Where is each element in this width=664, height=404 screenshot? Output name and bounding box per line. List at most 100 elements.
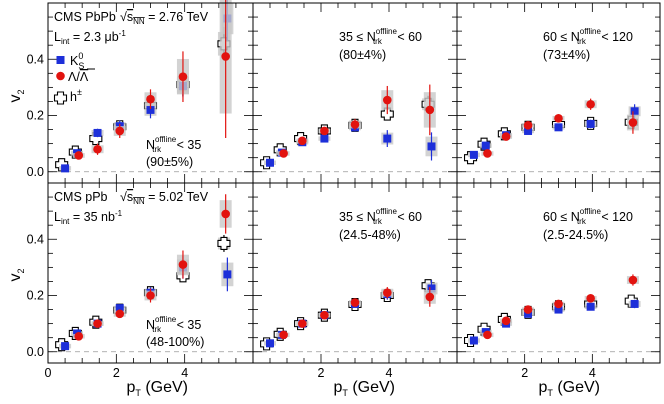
k0s-point — [427, 284, 436, 293]
k0s-point — [61, 342, 70, 351]
lambda-point — [93, 144, 102, 154]
x-tick-label: 0 — [45, 366, 52, 380]
system-label: CMS PbPb — [54, 10, 116, 24]
k0s-point — [146, 105, 155, 114]
k0s-point — [266, 158, 274, 167]
lambda-point — [350, 298, 360, 307]
svg-text:v2: v2 — [7, 89, 26, 102]
ntrk-label: Noffline trk < 35 — [146, 135, 201, 154]
x-axis-title-middle: pT (GeV) — [333, 379, 395, 398]
panel-0-0: 0.0 0.2 0.4 CMS PbPb √sNN = 2.76 TeV Lint = … — [27, 0, 254, 184]
svg-text:v2: v2 — [7, 268, 26, 281]
y-tick-label: 0.2 — [27, 109, 44, 123]
k0s-point — [586, 119, 595, 128]
x-tick-label: 2 — [521, 366, 528, 380]
hadron-point — [380, 107, 394, 121]
lambda-point — [115, 309, 125, 319]
lambda-point — [74, 151, 84, 160]
k0s-point — [630, 299, 639, 308]
x-tick-label: 4 — [181, 366, 188, 380]
lambda-point — [298, 136, 307, 146]
legend-entry-lambda: Λ/Λ — [56, 68, 95, 84]
lambda-point — [178, 260, 188, 269]
k0s-point — [554, 305, 563, 314]
lambda-point — [146, 94, 155, 104]
lambda-point — [628, 275, 638, 285]
y-tick-label: 0.0 — [27, 345, 44, 359]
legend-entry-k0s: KS0 — [56, 51, 84, 71]
lumi-label: Lint = 2.3 μb-1 — [54, 29, 126, 46]
centrality-label: (73±4%) — [543, 48, 590, 62]
k0s-point — [481, 141, 490, 150]
lambda-point — [115, 126, 125, 136]
lambda-point — [628, 118, 638, 127]
k0s-point — [320, 134, 329, 143]
lambda-point — [501, 132, 511, 141]
ntrk-label: 35 ≤ Noffline trk < 60 — [339, 27, 422, 46]
y-axis-title-top: v2 — [7, 89, 26, 102]
lambda-point — [279, 330, 288, 340]
x-tick-label: 2 — [318, 366, 325, 380]
lambda-point — [425, 105, 435, 115]
legend: KS0 Λ/Λ h± — [53, 51, 95, 105]
lambda-point — [146, 291, 155, 300]
k0s-point — [223, 270, 232, 279]
lambda-point — [74, 331, 84, 341]
x-tick-label: 4 — [589, 366, 596, 380]
centrality-label: (24.5-48%) — [339, 228, 401, 242]
centrality-label: (48-100%) — [146, 335, 204, 349]
lambda-point — [298, 319, 307, 328]
lambda-point — [586, 294, 595, 303]
lambda-point — [501, 316, 511, 326]
svg-text:Λ/Λ: Λ/Λ — [68, 70, 89, 84]
k0s-point — [427, 142, 436, 151]
lambda-point — [554, 299, 563, 309]
lambda-point — [483, 330, 492, 340]
y-tick-label: 0.4 — [27, 232, 44, 246]
energy-label: √sNN = 2.76 TeV — [120, 10, 209, 26]
lambda-point — [383, 95, 392, 105]
svg-text:h±: h± — [70, 87, 82, 104]
y-tick-label: 0.2 — [27, 289, 44, 303]
panel-1-0: 0.0 0.2 0.4 0 2 4 CMS pPb √sNN = 5.02 TeV Lint … — [27, 182, 254, 380]
centrality-label: (90±5%) — [146, 155, 193, 169]
lambda-point — [350, 120, 360, 129]
panel-0-2: 60 ≤ Noffline trk < 120 (73±4%) — [456, 2, 661, 184]
k0s-point — [630, 107, 639, 116]
ntrk-label: Noffline trk < 35 — [146, 315, 201, 334]
y-tick-label: 0.0 — [27, 165, 44, 179]
hadron-point — [217, 236, 231, 251]
lambda-point — [93, 319, 102, 328]
ntrk-label: 60 ≤ Noffline trk < 120 — [543, 27, 633, 46]
lambda-point — [279, 149, 288, 158]
x-axis-title-right: pT (GeV) — [538, 379, 600, 398]
lambda-point — [221, 209, 230, 219]
lambda-point — [383, 288, 392, 297]
x-tick-label: 4 — [386, 366, 393, 380]
svg-text:KS0: KS0 — [70, 51, 84, 71]
legend-k0s-marker — [56, 56, 65, 64]
centrality-label: (80±4%) — [339, 48, 386, 62]
lumi-label: Lint = 35 nb-1 — [54, 209, 123, 226]
k0s-point — [383, 134, 392, 143]
legend-entry-hadron: h± — [53, 87, 82, 105]
k0s-point — [93, 128, 102, 137]
panels-layer: 0.0 0.2 0.4 CMS PbPb √sNN = 2.76 TeV Lint = … — [27, 0, 661, 380]
k0s-point — [554, 123, 563, 132]
lambda-point — [523, 121, 533, 130]
x-axis-title-left: pT (GeV) — [126, 379, 188, 398]
panel-frame — [456, 182, 661, 364]
lambda-point — [320, 126, 329, 136]
lambda-point — [523, 305, 533, 314]
k0s-point — [61, 164, 70, 173]
lambda-point — [425, 292, 435, 302]
lambda-point — [483, 149, 492, 158]
k0s-point — [469, 150, 478, 159]
k0s-point — [469, 336, 478, 345]
lambda-point — [586, 99, 595, 109]
energy-label: √sNN = 5.02 TeV — [120, 190, 209, 206]
k0s-point — [586, 302, 595, 311]
lambda-point — [320, 310, 329, 320]
x-tick-label: 2 — [113, 366, 120, 380]
